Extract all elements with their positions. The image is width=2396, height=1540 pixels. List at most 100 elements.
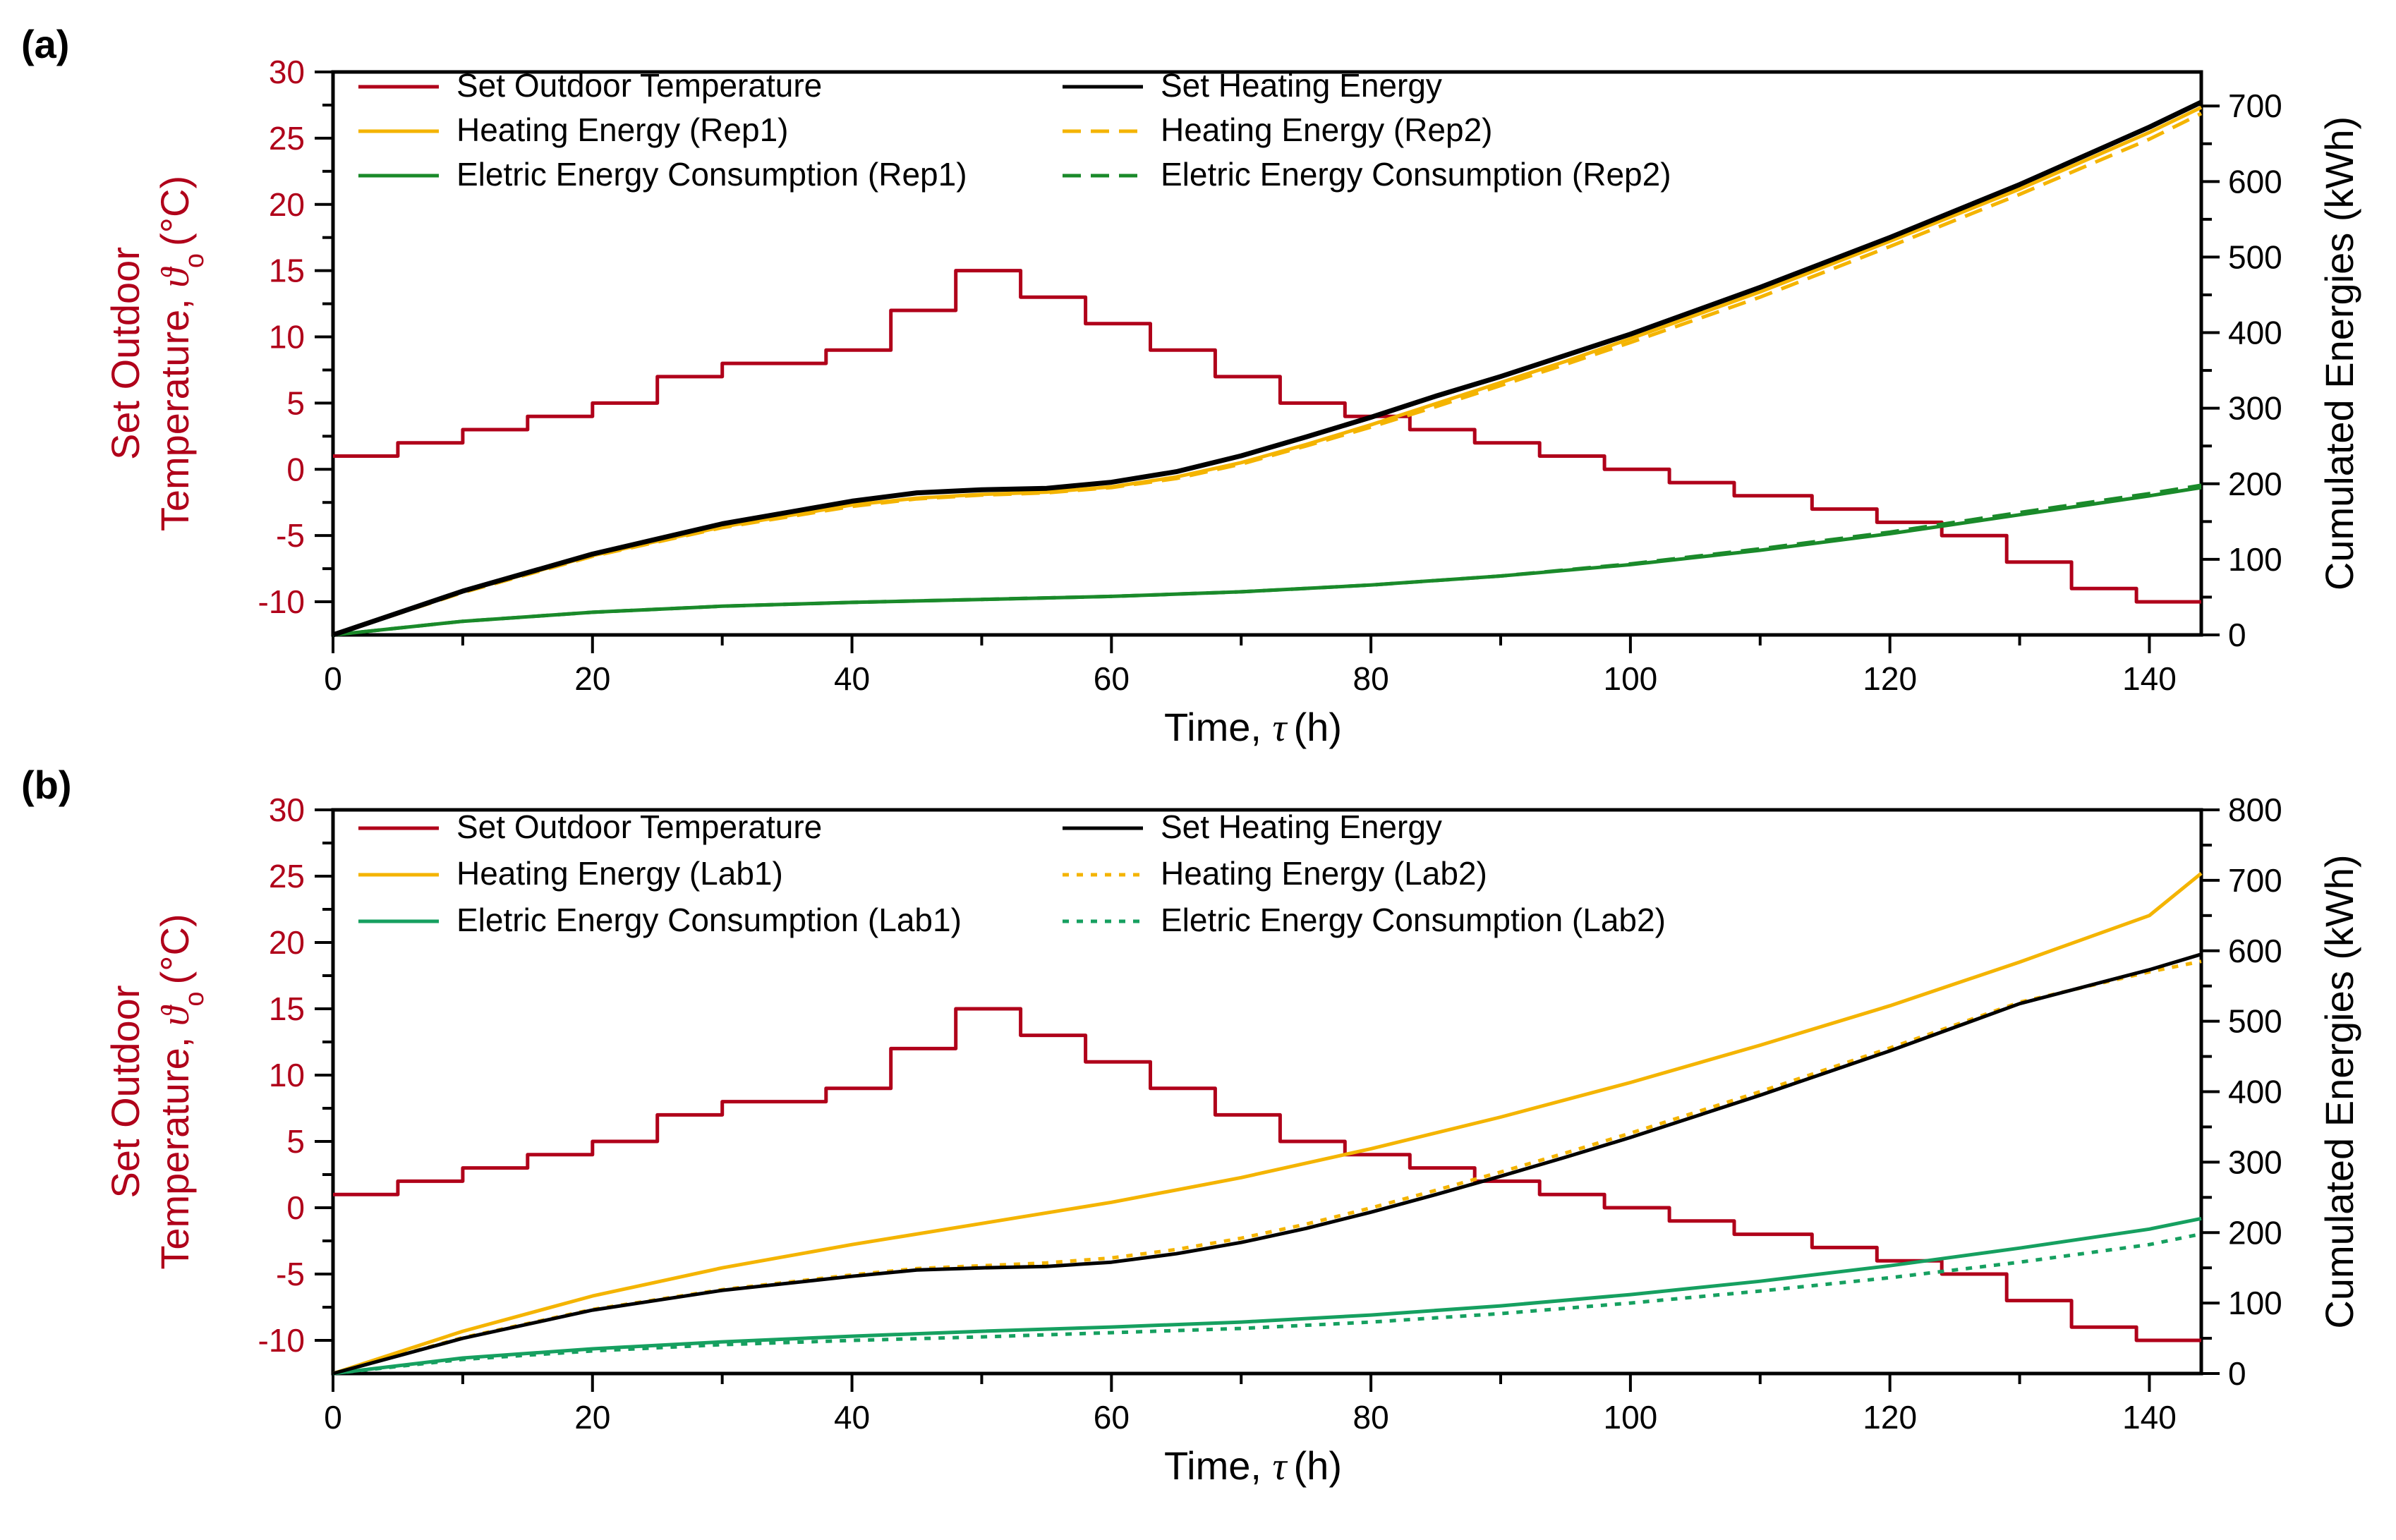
y-tick-label: 25 (269, 858, 305, 895)
x-tick-label: 40 (834, 1399, 870, 1436)
y2-tick-label: 700 (2228, 862, 2282, 899)
legend-label: Set Heating Energy (1161, 67, 1442, 104)
series-eletric-energy-consumption-lab1 (332, 1216, 2202, 1376)
series-eletric-energy-consumption-lab2 (332, 1232, 2202, 1376)
y-tick-label: 25 (269, 120, 305, 157)
x-axis-title-unit: (h) (1294, 1443, 1342, 1488)
legend-label: Eletric Energy Consumption (Rep2) (1161, 156, 1671, 193)
panel-b: (b) 0 20 40 60 80 100 120 140 -10 -5 0 5 10 15 20 25 30 0 1… (21, 763, 2361, 1489)
series-set-heating-energy (332, 99, 2203, 638)
y-axis-title-unit: (°C) (152, 914, 197, 984)
x-axis-title-symbol: τ (1272, 706, 1288, 750)
x-tick-label: 120 (1863, 1399, 1917, 1436)
x-axis-title-text: Time, (1164, 705, 1272, 749)
y-tick-label: 5 (286, 1123, 305, 1160)
x-tick-label: 140 (2122, 1399, 2177, 1436)
x-tick-label: 100 (1604, 1399, 1658, 1436)
y2-tick-label: 700 (2228, 87, 2282, 124)
x-tick-label: 0 (324, 1399, 342, 1436)
series-heating-energy-lab2 (332, 959, 2202, 1376)
y2-tick-label: 300 (2228, 390, 2282, 427)
x-axis-title: Time, τ (h) (1164, 705, 1342, 750)
y2-tick-label: 100 (2228, 1285, 2282, 1321)
legend-label: Heating Energy (Lab1) (456, 855, 783, 892)
y2-tick-label: 100 (2228, 541, 2282, 578)
y2-tick-label: 500 (2228, 1003, 2282, 1040)
x-axis-title-symbol: τ (1272, 1445, 1288, 1489)
y-axis-title-line2: Temperature, ϑo (°C) (152, 176, 210, 531)
series-set-outdoor-temperature (333, 269, 2201, 604)
y-axis-title-subscript: o (180, 992, 210, 1007)
panel-a: (a)0 20 40 60 80 100 120 140-10-505101520253001… (21, 22, 2361, 750)
legend-label: Heating Energy (Rep1) (456, 111, 788, 148)
y-tick-label: 10 (269, 1057, 305, 1093)
legend-label: Set Outdoor Temperature (456, 808, 822, 845)
y-tick-label: -10 (258, 1322, 305, 1359)
y-tick-label: -5 (276, 1256, 305, 1292)
series-heating-energy-lab1 (332, 871, 2203, 1376)
x-tick-label: 120 (1863, 660, 1917, 697)
y-tick-label: 5 (286, 384, 305, 421)
y-tick-label: 20 (269, 924, 305, 961)
x-tick-label: 80 (1353, 1399, 1389, 1436)
x-tick-label: 60 (1094, 660, 1130, 697)
y-axis-title-unit: (°C) (152, 176, 197, 246)
y2-tick-label: 400 (2228, 1074, 2282, 1110)
legend-label: Heating Energy (Lab2) (1161, 855, 1487, 892)
y-tick-label: 0 (286, 1189, 305, 1226)
plot-frame (331, 70, 2203, 637)
y-axis-title-text: Temperature, (152, 1026, 197, 1270)
x-axis-title-unit: (h) (1294, 705, 1342, 749)
y-tick-label: -10 (258, 583, 305, 620)
y2-axis-title: Cumulated Energies (kWh) (2317, 854, 2361, 1328)
y2-tick-label: 800 (2228, 792, 2282, 828)
plot-frame (331, 808, 2203, 1376)
y-axis-title-line2: Temperature, ϑo (°C) (152, 914, 210, 1269)
legend-label: Eletric Energy Consumption (Lab1) (456, 902, 962, 938)
y2-axis-title: Cumulated Energies (kWh) (2317, 116, 2361, 590)
series-set-heating-energy (332, 952, 2202, 1376)
y-axis-title-text: Temperature, (152, 288, 197, 532)
y-tick-label: -5 (276, 517, 305, 554)
y-tick-label: 15 (269, 990, 305, 1027)
x-tick-label: 20 (574, 1399, 610, 1436)
series-heating-energy-rep2 (332, 111, 2203, 637)
x-axis-title-text: Time, (1164, 1443, 1272, 1488)
y-axis-title-line1: Set Outdoor (103, 247, 147, 460)
y-tick-label: 15 (269, 253, 305, 289)
y-axis-title-symbol: ϑ (154, 267, 198, 288)
y-axis-title-symbol: ϑ (154, 1005, 198, 1026)
legend-label: Eletric Energy Consumption (Rep1) (456, 156, 967, 193)
x-tick-label: 40 (834, 660, 870, 697)
x-tick-label: 0 (324, 660, 342, 697)
x-tick-label: 100 (1604, 660, 1658, 697)
x-axis-title: Time, τ (h) (1164, 1443, 1342, 1489)
panel-label: (b) (21, 763, 72, 807)
legend-label: Set Heating Energy (1161, 808, 1442, 845)
y-tick-label: 30 (269, 54, 305, 90)
legend-label: Heating Energy (Rep2) (1161, 111, 1492, 148)
x-tick-label: 20 (574, 660, 610, 697)
series-eletric-energy-consumption-rep2 (332, 483, 2202, 637)
legend-label: Set Outdoor Temperature (456, 67, 822, 104)
y-tick-label: 20 (269, 186, 305, 223)
x-tick-label: 60 (1094, 1399, 1130, 1436)
y2-tick-label: 600 (2228, 163, 2282, 200)
panel-label: (a) (21, 22, 69, 66)
y-axis-title-subscript: o (180, 253, 210, 268)
x-tick-label: 140 (2122, 660, 2177, 697)
y-tick-label: 30 (269, 792, 305, 828)
y2-tick-label: 0 (2228, 617, 2246, 653)
y-axis-title-line1: Set Outdoor (103, 986, 147, 1199)
y-tick-label: 0 (286, 451, 305, 487)
legend-label: Eletric Energy Consumption (Lab2) (1161, 902, 1666, 938)
y-tick-label: 10 (269, 319, 305, 356)
y2-tick-label: 400 (2228, 315, 2282, 351)
y2-tick-label: 200 (2228, 1214, 2282, 1251)
series-eletric-energy-consumption-rep1 (332, 485, 2202, 637)
series-set-outdoor-temperature (333, 1007, 2201, 1342)
y2-tick-label: 500 (2228, 238, 2282, 275)
y2-tick-label: 0 (2228, 1355, 2246, 1392)
x-tick-label: 80 (1353, 660, 1389, 697)
